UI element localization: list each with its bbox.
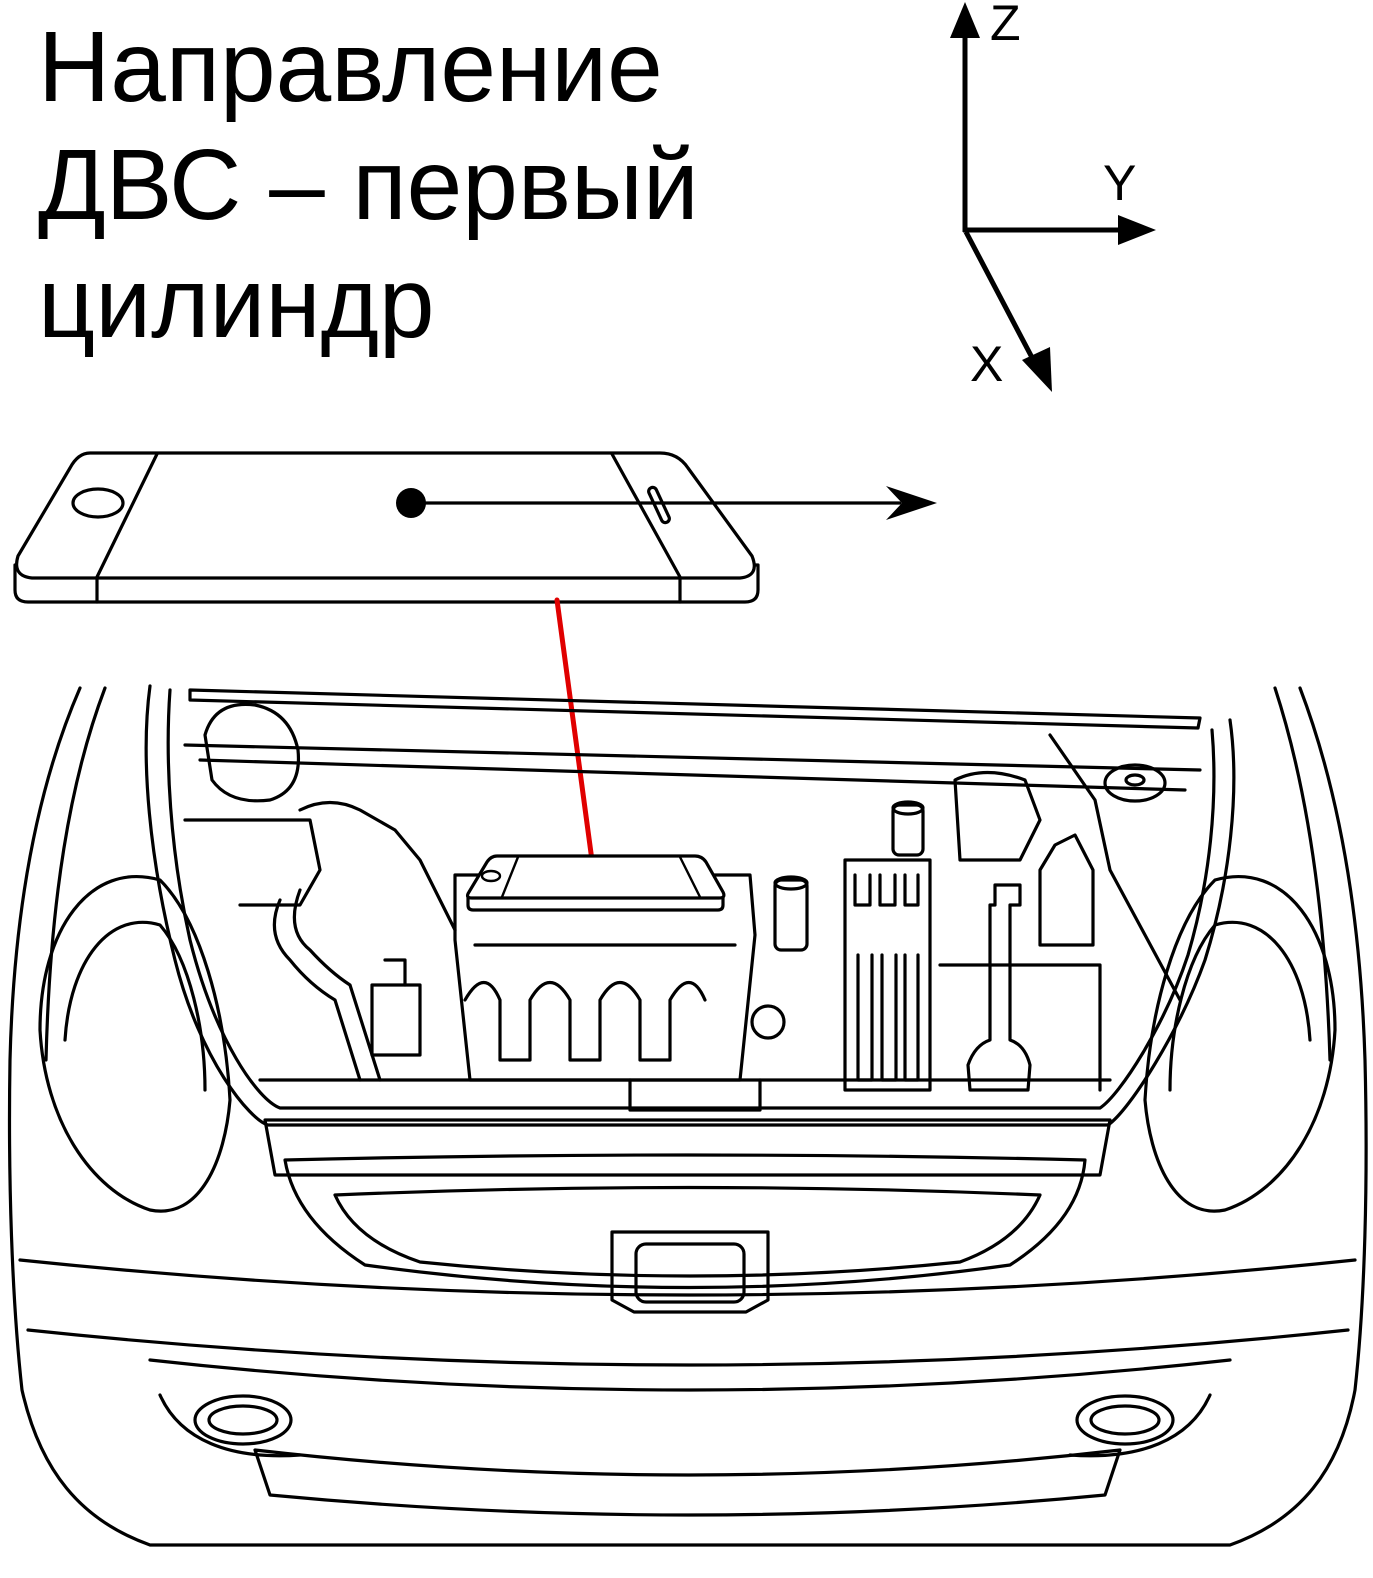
intake-runners (463, 980, 707, 1062)
fog-lamp-left-surround (158, 1393, 302, 1458)
grille-opening (333, 1185, 1042, 1278)
hose-left-1 (272, 898, 362, 1082)
headlight-right-inner (1168, 920, 1312, 1092)
emblem-inner (634, 1242, 746, 1304)
air-duct-left (298, 800, 457, 932)
coolant-bottle (773, 878, 809, 952)
axis-triad: Z Y X (950, 0, 1156, 392)
car-drawing (7, 684, 1368, 1547)
phone-large-home-button (71, 487, 125, 519)
caption-line-3: цилиндр (38, 247, 435, 359)
phone-small-home-button (480, 869, 502, 883)
sensor-block-left (370, 983, 422, 1057)
y-axis-arrowhead (1118, 215, 1156, 245)
engine-bay-inner-outline (166, 688, 1216, 1110)
placement-line (554, 597, 596, 871)
emblem-outer (610, 1230, 770, 1314)
strut-mount-right (1103, 763, 1167, 803)
fuse-box (843, 858, 932, 1092)
cowl-line-2 (198, 758, 1187, 792)
sensor-connector-left (383, 958, 407, 987)
fog-lamp-right (1075, 1394, 1175, 1446)
phone-small (465, 854, 726, 912)
phone-large-screen-right-border (610, 452, 682, 579)
phone-small-screen-left (500, 855, 520, 899)
pulley (750, 1004, 786, 1040)
battery-terminal (1038, 833, 1095, 947)
fog-lamp-left (193, 1394, 293, 1446)
bumper-intake-top (148, 1358, 1232, 1392)
phone-large-face (15, 451, 756, 580)
upper-grille-band (263, 1118, 1112, 1177)
cowl-line (183, 743, 1202, 772)
grille-frame (283, 1153, 1087, 1290)
caption-text: Направление ДВС – первый цилиндр (38, 8, 798, 362)
headlight-right (1143, 874, 1337, 1213)
caption-line-1: Направление (38, 11, 663, 123)
phone-small-screen-right (678, 855, 702, 899)
car-body-outline (7, 686, 1368, 1547)
bumper-lower-intake (253, 1448, 1122, 1517)
x-axis (963, 230, 1040, 369)
headlight-left-inner (63, 920, 207, 1092)
phone-small-face (465, 854, 726, 900)
reservoir-cap-top (891, 800, 925, 816)
y-axis-label: Y (1103, 155, 1136, 211)
reservoir-cap (891, 803, 925, 857)
shock-tower-left (203, 702, 301, 803)
direction-arrowhead (886, 486, 937, 520)
z-axis-label: Z (990, 0, 1021, 51)
shock-tower-right (953, 770, 1042, 862)
battery-tray (938, 963, 1102, 1092)
fuse-box-ribs-top (853, 873, 920, 907)
radiator-support-notch (628, 1078, 762, 1112)
strut-mount-right-center (1124, 773, 1146, 787)
hose-left-2 (292, 888, 382, 1082)
phone-large (13, 451, 937, 604)
fog-lamp-left-inner (207, 1404, 279, 1436)
bumper-mid-line (26, 1328, 1350, 1367)
engine-bay-outline (144, 684, 1236, 1127)
dipstick-tube (966, 883, 1032, 1092)
wire-harness-right (1048, 733, 1182, 1002)
fog-lamp-right-surround (1068, 1393, 1212, 1458)
x-axis-arrowhead (1022, 347, 1052, 392)
car-fender-right-inner (1273, 686, 1332, 1062)
coolant-bottle-top (773, 875, 809, 891)
headlight-left (38, 874, 232, 1213)
phone-large-screen-left-border (95, 452, 159, 579)
fog-lamp-right-inner (1089, 1404, 1161, 1436)
car-fender-left-inner (44, 686, 107, 1062)
caption-line-2: ДВС – первый (38, 129, 699, 241)
bumper-top-line (18, 1258, 1357, 1297)
hood-hinge-bar (188, 688, 1202, 730)
x-axis-label: X (970, 336, 1003, 392)
bracket-left (183, 818, 322, 907)
z-axis-arrowhead (950, 2, 980, 38)
